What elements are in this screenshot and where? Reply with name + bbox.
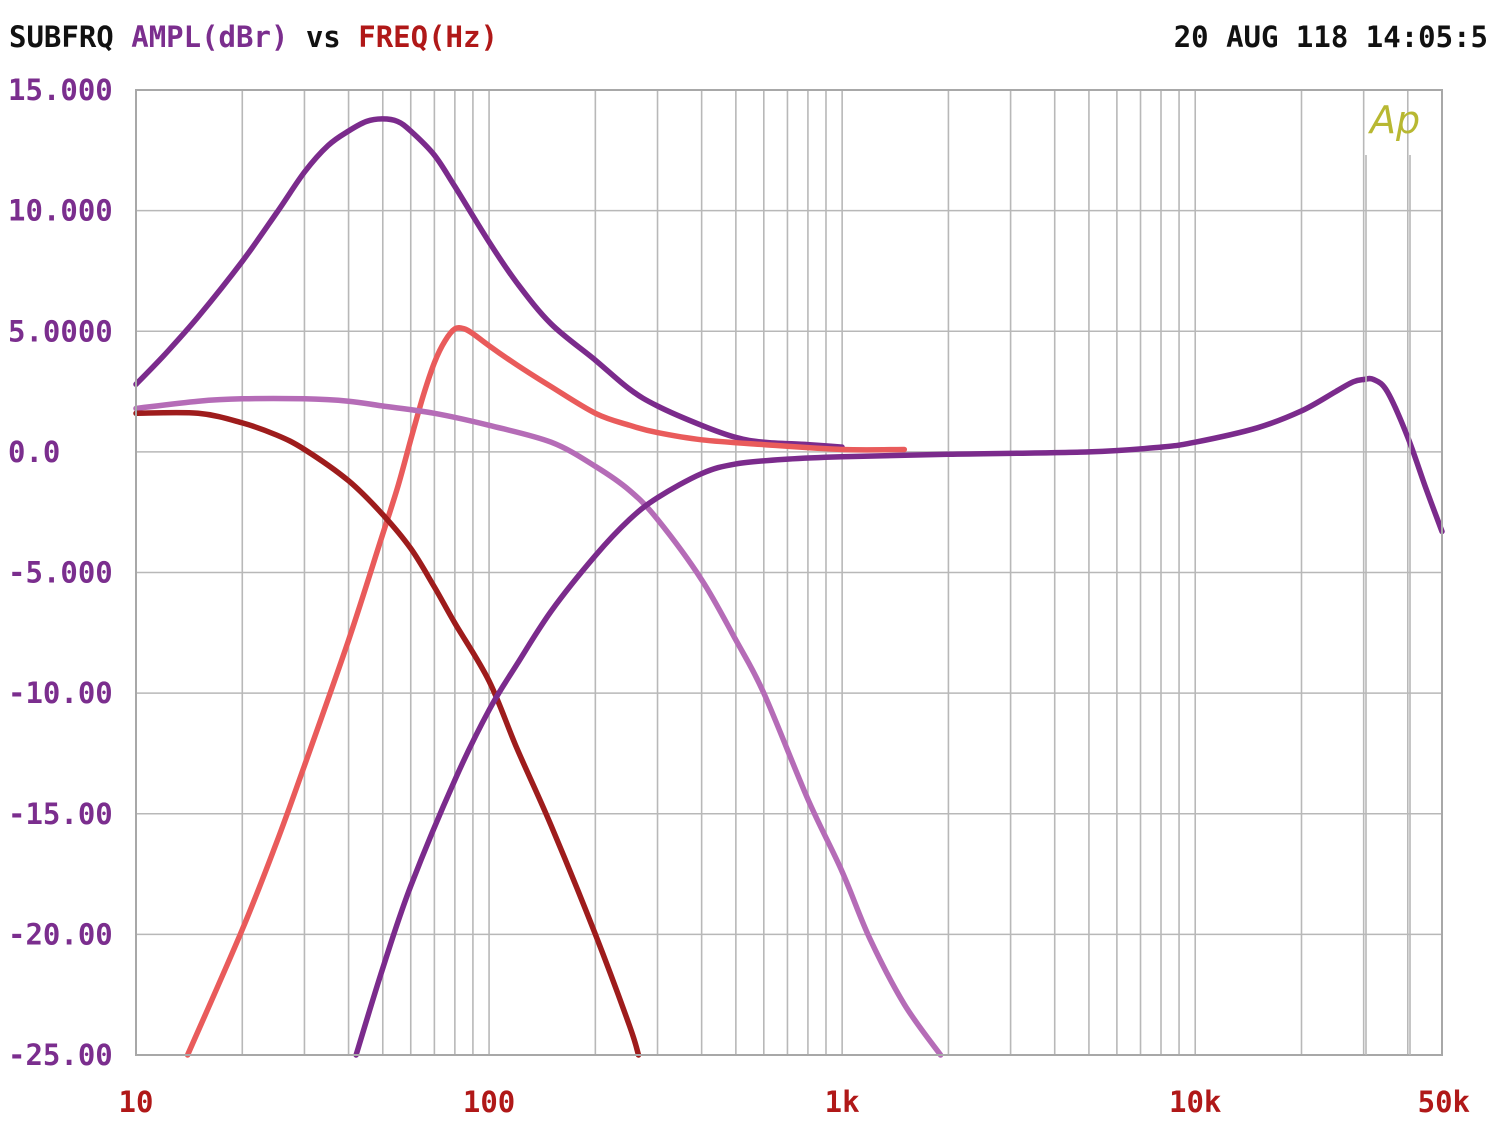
y-tick-label: -15.00 [8, 797, 113, 831]
y-tick-label: 10.000 [8, 194, 113, 228]
y-axis-title: AMPL(dBr) [131, 20, 289, 54]
header-vs: vs [305, 20, 341, 54]
audio-precision-logo: Ap [1367, 98, 1420, 142]
y-tick-labels: 15.000 10.000 5.0000 0.0 -5.000 -10.00 -15.00 -… [8, 73, 113, 1072]
plot-frame [135, 89, 1443, 1056]
header-prefix: SUBFRQ [9, 20, 114, 54]
grid [135, 89, 1443, 1056]
y-tick-label: -10.00 [8, 676, 113, 710]
y-tick-label: 0.0 [8, 435, 60, 469]
x-tick-label: 10 [119, 1085, 154, 1119]
trace-4 [133, 409, 642, 1058]
trace-1 [133, 116, 845, 450]
x-tick-label: 50k [1418, 1085, 1470, 1119]
x-axis-title: FREQ(Hz) [358, 20, 498, 54]
trace-3 [133, 395, 944, 1058]
traces [133, 116, 1445, 1058]
timestamp: 20 AUG 118 14:05:5 [1173, 20, 1488, 54]
x-tick-label: 1k [825, 1085, 860, 1119]
y-tick-label: 5.0000 [8, 314, 113, 348]
trace-2 [184, 324, 908, 1058]
chart-header: SUBFRQ AMPL(dBr) vs FREQ(Hz) [9, 20, 498, 54]
y-tick-label: 15.000 [8, 73, 113, 107]
y-tick-label: -25.00 [8, 1038, 113, 1072]
trace-5 [353, 375, 1445, 1058]
x-tick-labels: 10 100 1k 10k 50k [119, 1085, 1470, 1119]
y-tick-label: -5.000 [8, 556, 113, 590]
x-tick-label: 10k [1169, 1085, 1221, 1119]
y-tick-label: -20.00 [8, 917, 113, 951]
x-tick-label: 100 [463, 1085, 515, 1119]
